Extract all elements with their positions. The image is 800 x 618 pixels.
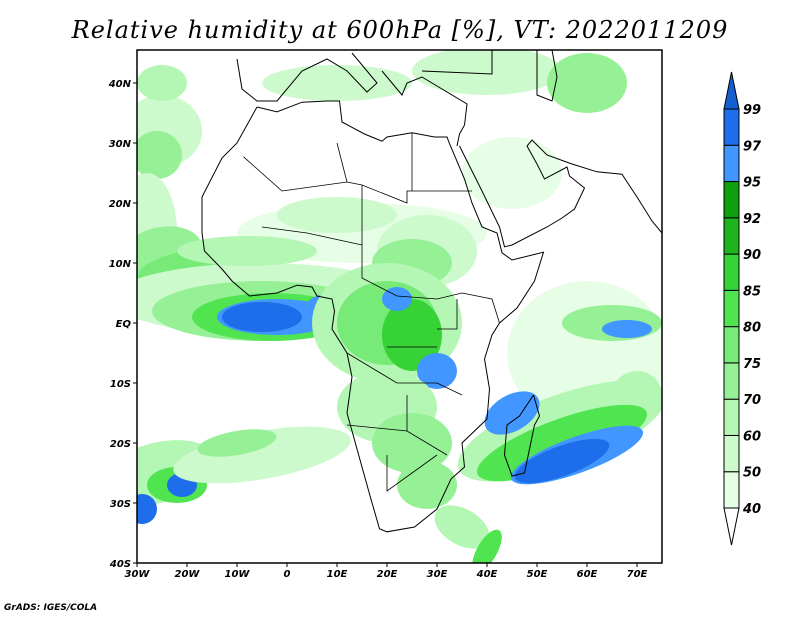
- lon-tick-label: 60E: [577, 569, 598, 580]
- humidity-region: [382, 287, 412, 311]
- colorbar-swatch: [723, 253, 740, 291]
- country-border: [261, 226, 363, 246]
- humidity-region: [434, 505, 490, 549]
- map-frame: [136, 49, 663, 564]
- humidity-region: [222, 302, 302, 332]
- humidity-region: [372, 413, 452, 473]
- colorbar-label: 99: [743, 103, 761, 118]
- coastline: [236, 52, 378, 102]
- colorbar-label: 40: [742, 502, 761, 517]
- country-border: [346, 352, 463, 396]
- country-border: [386, 454, 438, 492]
- colorbar-swatch: [723, 434, 740, 473]
- lon-tick-label: 70E: [627, 569, 648, 580]
- coastline: [381, 70, 468, 147]
- humidity-region: [472, 529, 502, 563]
- colorbar-label: 60: [743, 429, 761, 444]
- lon-tick-label: 40E: [476, 569, 498, 580]
- lon-tick-label: 10W: [225, 569, 251, 580]
- lon-tick-label: 10E: [327, 569, 348, 580]
- humidity-field: [137, 50, 662, 563]
- humidity-region: [547, 53, 627, 113]
- lat-tick-label: 10S: [110, 379, 131, 390]
- lat-tick-label: 20N: [109, 199, 132, 210]
- colorbar-swatch: [723, 144, 740, 183]
- humidity-region: [417, 353, 457, 389]
- colorbar-swatch: [723, 217, 740, 255]
- colorbar-swatch: [723, 181, 740, 219]
- coastlines: [201, 50, 662, 533]
- country-border: [243, 156, 412, 204]
- colorbar-label: 90: [743, 248, 761, 263]
- colorbar-under-arrow: [723, 507, 740, 546]
- humidity-region: [382, 299, 442, 371]
- country-border: [361, 185, 500, 324]
- colorbar-label: 85: [743, 284, 761, 299]
- colorbar-swatch: [723, 471, 740, 509]
- colorbar-label: 92: [743, 212, 761, 227]
- map-title: Relative humidity at 600hPa [%], VT: 202…: [71, 16, 729, 44]
- colorbar-label: 50: [743, 466, 761, 481]
- country-border: [336, 142, 348, 183]
- coastline: [503, 394, 541, 477]
- colorbar-swatch: [723, 398, 740, 436]
- colorbar-legend: 40 50 60 70 75 80 85 90 92 95 97 99: [723, 71, 762, 546]
- colorbar-swatch: [723, 289, 740, 328]
- lat-tick-label: 30S: [110, 499, 131, 510]
- lat-tick-label: EQ: [116, 319, 132, 330]
- colorbar-label: 95: [743, 176, 761, 191]
- colorbar-label: 80: [743, 321, 761, 336]
- lat-tick-label: 20S: [110, 439, 131, 450]
- colorbar-over-arrow: [723, 71, 740, 110]
- lat-tick-label: 10N: [109, 259, 132, 270]
- humidity-region: [514, 438, 610, 484]
- humidity-region: [137, 131, 182, 179]
- humidity-region: [173, 426, 351, 484]
- humidity-region: [602, 320, 652, 338]
- lat-tick-label: 40S: [109, 559, 131, 570]
- humidity-region: [277, 197, 397, 233]
- lon-tick-label: 0: [284, 569, 291, 580]
- humidity-region: [137, 494, 157, 524]
- colorbar-swatch: [723, 108, 740, 146]
- colorbar-label: 97: [743, 139, 762, 154]
- lon-tick-label: 20W: [175, 569, 201, 580]
- lat-tick-label: 30N: [109, 139, 132, 150]
- coastline: [459, 139, 662, 248]
- humidity-region: [412, 50, 562, 95]
- humidity-region: [177, 236, 317, 266]
- humidity-region: [462, 137, 562, 209]
- lon-tick-label: 20E: [377, 569, 398, 580]
- colorbar-label: 70: [743, 393, 761, 408]
- axis-ticks: 30W 20W 10W 0 10E 20E 30E 40E 50E 60E 70E 40N 30N 20N…: [108, 79, 648, 580]
- credit-text: GrADS: IGES/COLA: [4, 603, 98, 613]
- humidity-region: [262, 65, 412, 101]
- colorbar-swatch: [723, 326, 740, 364]
- humidity-region: [484, 391, 540, 435]
- colorbar-label: 75: [743, 357, 761, 372]
- lat-tick-label: 40N: [108, 79, 132, 90]
- humidity-region: [197, 429, 277, 457]
- colorbar-swatch: [723, 362, 740, 400]
- lon-tick-label: 30E: [427, 569, 448, 580]
- coastline: [536, 50, 558, 102]
- country-border: [437, 299, 458, 330]
- humidity-region: [137, 65, 187, 101]
- lon-tick-label: 50E: [527, 569, 548, 580]
- coastline: [421, 50, 493, 75]
- lon-tick-label: 30W: [125, 569, 151, 580]
